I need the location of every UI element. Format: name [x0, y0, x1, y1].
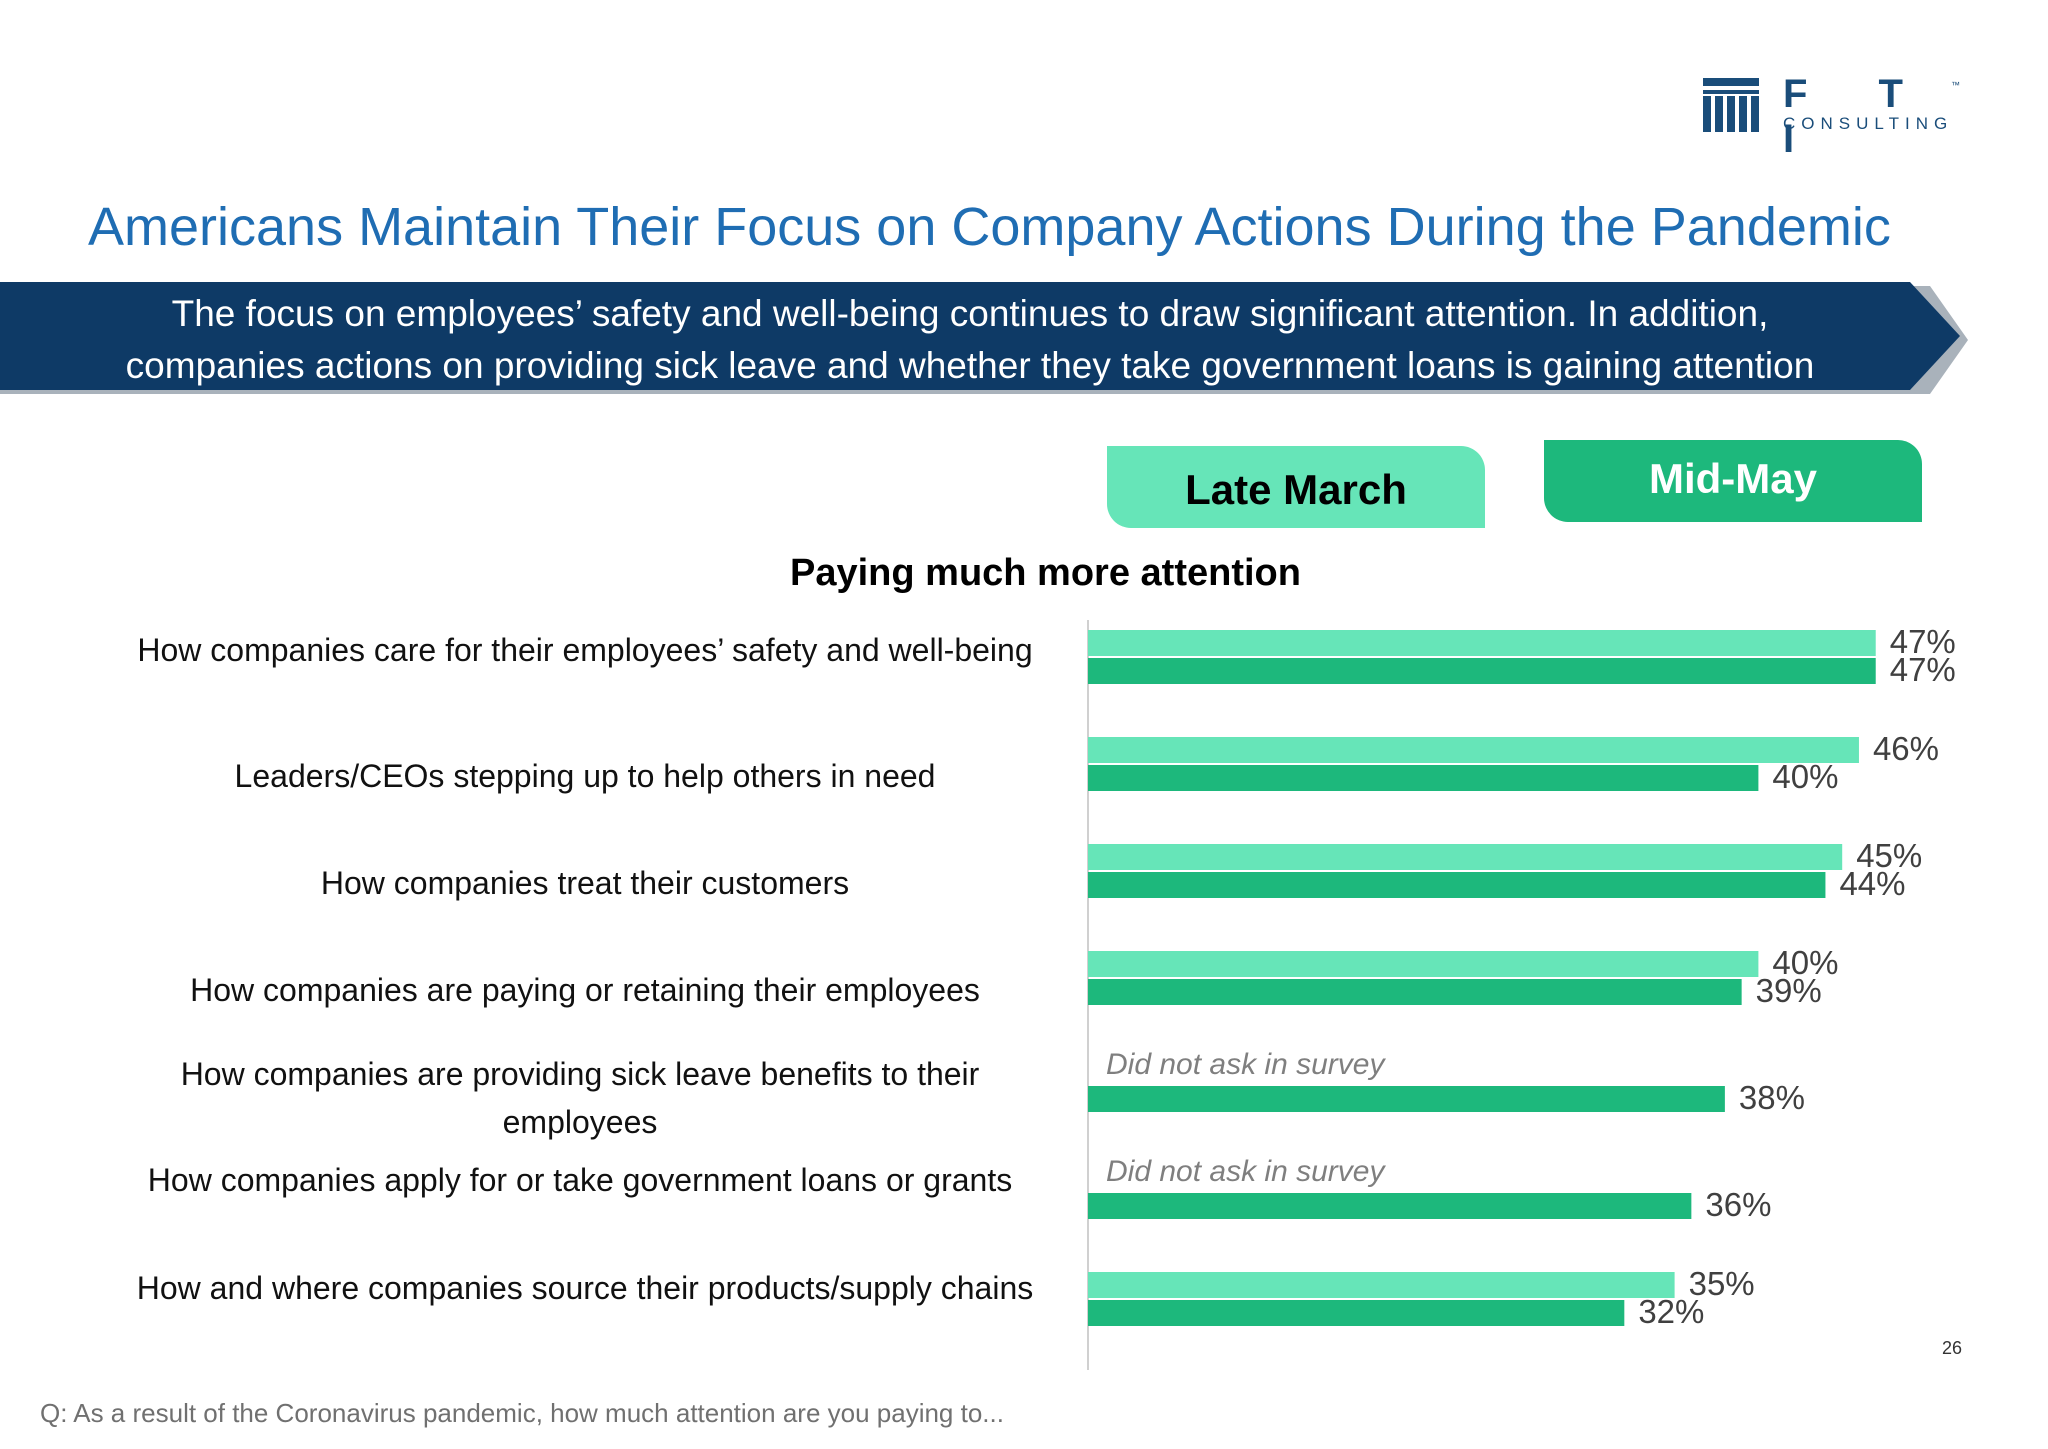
category-label-government-loans: How companies apply for or take governme…: [147, 1162, 1013, 1198]
data-label: 47%: [1890, 623, 1956, 660]
logo-subtitle: CONSULTING: [1783, 114, 1954, 133]
page-number: 26: [1942, 1338, 1963, 1358]
category-label-paying-retaining: How companies are paying or retaining th…: [190, 972, 980, 1008]
not-asked-label: Did not ask in survey: [1106, 1048, 1386, 1081]
bar-mid-may: [1088, 872, 1826, 898]
chart-title: Paying much more attention: [790, 552, 1301, 594]
bar-mid-may: [1088, 1300, 1625, 1326]
legend-mid-may: Mid-May: [1544, 440, 1922, 522]
data-label: 40%: [1772, 944, 1838, 981]
bar-mid-may: [1088, 979, 1742, 1005]
bar-mid-may: [1088, 1086, 1725, 1112]
data-label: 40%: [1772, 758, 1838, 795]
legend-late-march: Late March: [1107, 446, 1485, 528]
not-asked-label: Did not ask in survey: [1106, 1155, 1386, 1188]
banner-text: The focus on employees’ safety and well-…: [20, 288, 1920, 392]
logo-wordmark: F T I: [1783, 72, 1933, 161]
data-label: 36%: [1705, 1186, 1771, 1223]
bar-late-march: [1088, 1272, 1675, 1298]
category-label-sick-leave: How companies are providing sick leave b…: [180, 1056, 980, 1140]
bar-late-march: [1088, 630, 1876, 656]
data-label: 45%: [1856, 837, 1922, 874]
banner-line-1: The focus on employees’ safety and well-…: [171, 293, 1769, 334]
data-label: 35%: [1689, 1265, 1755, 1302]
category-label-supply-chains: How and where companies source their pro…: [136, 1270, 1034, 1306]
survey-question-footnote: Q: As a result of the Coronavirus pandem…: [40, 1398, 1004, 1428]
columns-icon: [1703, 78, 1759, 132]
data-label: 44%: [1839, 865, 1905, 902]
bar-late-march: [1088, 844, 1843, 870]
logo-trademark: ™: [1951, 80, 1960, 90]
slide-title: Americans Maintain Their Focus on Compan…: [88, 197, 1891, 257]
bar-mid-may: [1088, 1193, 1692, 1219]
category-label-treat-customers: How companies treat their customers: [320, 865, 850, 901]
category-label-leaders-ceos: Leaders/CEOs stepping up to help others …: [234, 758, 936, 794]
banner-line-2: companies actions on providing sick leav…: [125, 345, 1815, 386]
bar-late-march: [1088, 951, 1759, 977]
bar-mid-may: [1088, 658, 1876, 684]
summary-banner: The focus on employees’ safety and well-…: [0, 282, 1968, 398]
bar-late-march: [1088, 737, 1859, 763]
data-label: 38%: [1739, 1079, 1805, 1116]
category-label-employee-safety: How companies care for their employees’ …: [137, 632, 1033, 668]
banner-arrow-shape: [0, 282, 1968, 394]
data-label: 32%: [1638, 1293, 1704, 1330]
data-label: 39%: [1756, 972, 1822, 1009]
bar-mid-may: [1088, 765, 1759, 791]
data-label: 47%: [1890, 651, 1956, 688]
fti-consulting-logo: F T I CONSULTING ™: [1703, 72, 1973, 161]
data-label: 46%: [1873, 730, 1939, 767]
